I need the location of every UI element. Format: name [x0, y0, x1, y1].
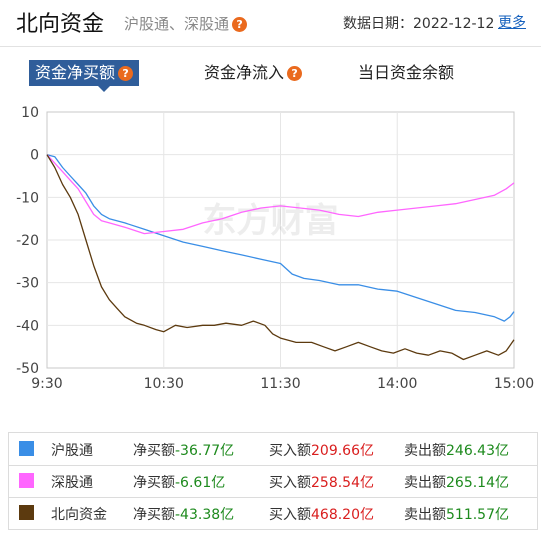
legend-swatch: [19, 473, 34, 488]
page-subtitle: 沪股通、深股通?: [124, 13, 248, 34]
net-buy-label: 净买额: [133, 475, 175, 491]
sell-cell: 卖出额511.57亿: [404, 504, 509, 524]
buy-cell: 买入额209.66亿: [269, 440, 374, 460]
legend-row-sh: 沪股通 净买额-36.77亿 买入额209.66亿 卖出额246.43亿: [9, 433, 537, 466]
data-date-label: 数据日期：2022-12-12: [343, 16, 495, 32]
sell-value: 265.14亿: [446, 475, 509, 491]
tab-net-inflow-label: 资金净流入: [204, 63, 285, 82]
sell-cell: 卖出额265.14亿: [404, 472, 509, 492]
y-tick-label: -40: [16, 318, 39, 334]
legend-row-north: 北向资金 净买额-43.38亿 买入额468.20亿 卖出额511.57亿: [9, 497, 537, 529]
y-tick-label: -30: [16, 276, 39, 292]
buy-label: 买入额: [269, 507, 311, 523]
legend-swatch: [19, 441, 34, 456]
sell-label: 卖出额: [404, 443, 446, 459]
more-link[interactable]: 更多: [498, 15, 526, 31]
buy-cell: 买入额258.54亿: [269, 472, 374, 492]
watermark-text: 东方财富: [203, 201, 339, 241]
buy-cell: 买入额468.20亿: [269, 504, 374, 524]
tab-net-inflow[interactable]: 资金净流入?: [204, 60, 303, 86]
tab-net-buy[interactable]: 资金净买额?: [29, 60, 140, 86]
net-buy-label: 净买额: [133, 507, 175, 523]
net-buy-value: -43.38亿: [175, 507, 235, 523]
x-tick-label: 14:00: [377, 376, 417, 390]
north-bound-fund-chart: 10 0 -10 -20 -30 -40 -509:30 10:30 11:30 14:00 15:…: [16, 105, 534, 390]
sell-label: 卖出额: [404, 475, 446, 491]
buy-value: 258.54亿: [311, 475, 374, 491]
help-icon[interactable]: ?: [118, 66, 134, 81]
y-tick-label: 10: [21, 105, 39, 121]
series-line: [46, 154, 515, 361]
y-tick-label: -50: [16, 361, 39, 377]
series-line: [46, 154, 515, 322]
sell-label: 卖出额: [404, 507, 446, 523]
series-line: [46, 154, 515, 235]
subtitle-text: 沪股通、深股通: [124, 15, 230, 33]
x-tick-label: 10:30: [144, 376, 184, 390]
help-icon[interactable]: ?: [287, 66, 303, 81]
buy-label: 买入额: [269, 475, 311, 491]
tab-bar: 资金净买额? 资金净流入? 当日资金余额: [0, 60, 541, 92]
help-icon[interactable]: ?: [232, 17, 248, 32]
net-buy-cell: 净买额-36.77亿: [133, 440, 234, 460]
net-buy-label: 净买额: [133, 443, 175, 459]
legend-row-sz: 深股通 净买额-6.61亿 买入额258.54亿 卖出额265.14亿: [9, 465, 537, 498]
page-title: 北向资金: [16, 12, 105, 37]
net-buy-cell: 净买额-6.61亿: [133, 472, 225, 492]
x-tick-label: 9:30: [31, 376, 62, 390]
sell-value: 511.57亿: [446, 507, 509, 523]
legend-name: 北向资金: [51, 507, 107, 523]
y-tick-label: -10: [16, 190, 39, 206]
x-tick-label: 15:00: [494, 376, 534, 390]
buy-value: 209.66亿: [311, 443, 374, 459]
legend-table: 沪股通 净买额-36.77亿 买入额209.66亿 卖出额246.43亿 深股通…: [8, 432, 538, 530]
y-tick-label: 0: [30, 148, 39, 164]
y-tick-label: -20: [16, 233, 39, 249]
header-divider: [0, 46, 541, 47]
tab-daily-balance-label: 当日资金余额: [358, 63, 455, 82]
sell-cell: 卖出额246.43亿: [404, 440, 509, 460]
net-buy-cell: 净买额-43.38亿: [133, 504, 234, 524]
legend-name: 沪股通: [51, 443, 93, 459]
sell-value: 246.43亿: [446, 443, 509, 459]
legend-name: 深股通: [51, 475, 93, 491]
active-tab-pointer: [97, 85, 111, 92]
header: 北向资金 沪股通、深股通? 数据日期：2022-12-12 更多: [0, 0, 541, 46]
x-tick-label: 11:30: [260, 376, 300, 390]
buy-label: 买入额: [269, 443, 311, 459]
tab-net-buy-label: 资金净买额: [35, 63, 116, 82]
legend-swatch: [19, 505, 34, 520]
tab-daily-balance[interactable]: 当日资金余额: [358, 60, 454, 86]
net-buy-value: -36.77亿: [175, 443, 235, 459]
net-buy-value: -6.61亿: [175, 475, 226, 491]
buy-value: 468.20亿: [311, 507, 374, 523]
